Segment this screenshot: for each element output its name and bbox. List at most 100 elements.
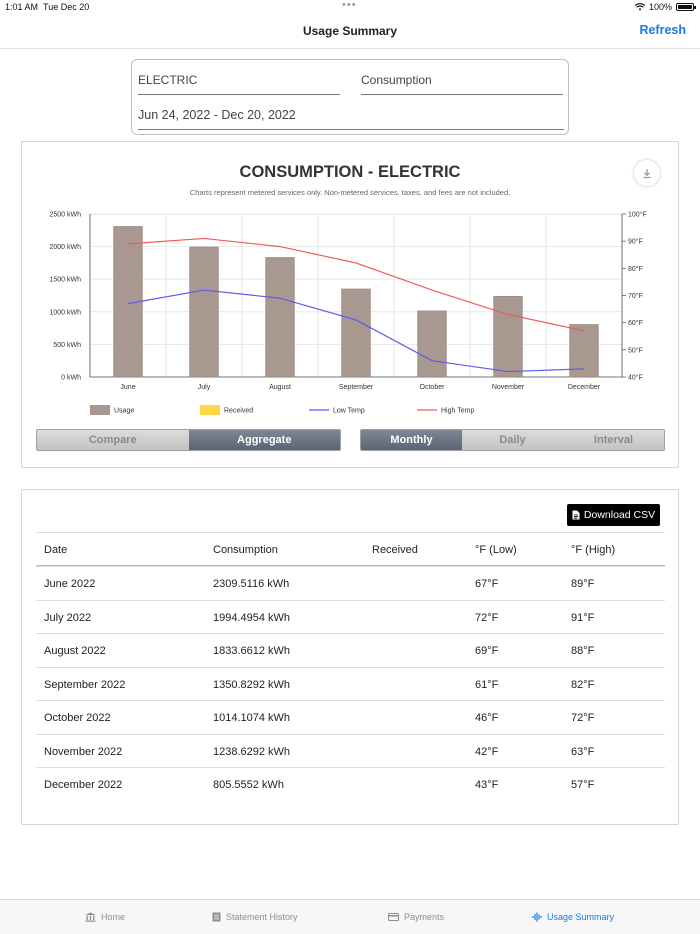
download-icon — [643, 168, 651, 178]
waveform-icon — [532, 912, 542, 922]
daily-toggle[interactable]: Daily — [462, 430, 563, 450]
x-tick-label: September — [339, 384, 374, 391]
tab-payments[interactable]: Payments — [388, 912, 444, 922]
type-select[interactable]: Consumption — [361, 73, 563, 95]
cell-consumption: 1014.1074 kWh — [213, 712, 291, 724]
interval-toggle[interactable]: Interval — [563, 430, 664, 450]
y-tick-left: 2000 kWh — [49, 244, 81, 251]
cell-date: June 2022 — [44, 578, 96, 590]
y-tick-left: 0 kWh — [61, 375, 81, 382]
period-toggle: Monthly Daily Interval — [360, 429, 665, 451]
cell-date: December 2022 — [44, 779, 123, 791]
status-right: 100% — [634, 2, 696, 12]
tab-bar: Home Statement History Payments Usage Su… — [0, 899, 700, 934]
header-received: Received — [372, 544, 418, 556]
usage-bar — [189, 246, 219, 378]
x-tick-label: October — [420, 384, 446, 391]
table-row: August 2022 1833.6612 kWh 69°F 88°F — [36, 633, 665, 667]
header-consumption: Consumption — [213, 544, 278, 556]
y-tick-left: 500 kWh — [53, 342, 81, 349]
bank-icon — [85, 912, 96, 922]
cell-low: 61°F — [475, 678, 499, 691]
refresh-button[interactable]: Refresh — [639, 23, 686, 37]
table-row: September 2022 1350.8292 kWh 61°F 82°F — [36, 666, 665, 701]
cell-consumption: 1833.6612 kWh — [213, 645, 291, 657]
file-icon — [572, 510, 580, 520]
tab-home-label: Home — [101, 912, 126, 922]
aggregate-toggle[interactable]: Aggregate — [188, 430, 340, 450]
legend-swatch — [200, 405, 220, 415]
y-tick-right: 70°F — [628, 292, 643, 300]
download-csv-button[interactable]: Download CSV — [567, 504, 660, 526]
y-tick-left: 1500 kWh — [49, 277, 81, 284]
usage-table: Date Consumption Received °F (Low) °F (H… — [36, 532, 665, 801]
usage-table-card: Download CSV Date Consumption Received °… — [21, 489, 679, 825]
cell-high: 82°F — [571, 678, 595, 691]
chart-subtitle: Charts represent metered services only. … — [189, 188, 511, 197]
y-tick-left: 2500 kWh — [49, 212, 81, 219]
tab-statement-history[interactable]: Statement History — [212, 912, 298, 922]
cell-high: 63°F — [571, 745, 595, 758]
cell-date: August 2022 — [44, 645, 106, 657]
y-tick-left: 1000 kWh — [49, 309, 81, 316]
legend-swatch — [90, 405, 110, 415]
cell-consumption: 1350.8292 kWh — [213, 678, 291, 691]
table-row: October 2022 1014.1074 kWh 46°F 72°F — [36, 700, 665, 734]
cell-consumption: 805.5552 kWh — [213, 779, 284, 791]
legend-label: Usage — [114, 408, 134, 415]
tab-statement-history-label: Statement History — [226, 912, 298, 922]
cell-low: 46°F — [475, 712, 499, 724]
cell-high: 91°F — [571, 611, 595, 624]
compare-toggle[interactable]: Compare — [37, 430, 189, 450]
cell-low: 43°F — [475, 779, 499, 791]
table-row: July 2022 1994.4954 kWh 72°F 91°F — [36, 599, 665, 634]
battery-percent: 100% — [648, 2, 672, 12]
download-csv-label: Download CSV — [583, 509, 656, 521]
table-row: June 2022 2309.5116 kWh 67°F 89°F — [36, 566, 665, 600]
low-temp-line — [127, 289, 585, 373]
x-tick-label: August — [269, 384, 291, 391]
cell-low: 72°F — [475, 611, 499, 624]
usage-bar — [493, 295, 523, 378]
y-tick-right: 40°F — [628, 374, 643, 382]
cell-date: November 2022 — [44, 745, 123, 758]
tab-usage-summary[interactable]: Usage Summary — [532, 912, 614, 922]
filter-card: ELECTRIC Consumption Jun 24, 2022 - Dec … — [131, 59, 569, 135]
table-row: November 2022 1238.6292 kWh 42°F 63°F — [36, 733, 665, 768]
status-bar: 1:01 AM Tue Dec 20 ••• 100% — [0, 0, 700, 14]
cell-consumption: 2309.5116 kWh — [213, 578, 290, 590]
chart-card: CONSUMPTION - ELECTRIC Charts represent … — [21, 141, 679, 468]
x-tick-label: December — [568, 384, 601, 391]
y-tick-right: 90°F — [628, 238, 643, 246]
high-temp-line — [127, 237, 585, 332]
statement-icon — [212, 912, 221, 922]
date-range-field[interactable]: Jun 24, 2022 - Dec 20, 2022 — [138, 108, 564, 130]
usage-bar — [265, 257, 295, 378]
header-high: °F (High) — [571, 544, 616, 556]
cell-high: 88°F — [571, 645, 595, 657]
cell-consumption: 1238.6292 kWh — [213, 745, 291, 758]
legend-label: High Temp — [441, 408, 474, 415]
cell-high: 72°F — [571, 712, 595, 724]
cell-low: 69°F — [475, 645, 499, 657]
mode-toggle: Compare Aggregate — [36, 429, 341, 451]
header-date: Date — [44, 544, 68, 556]
header-low: °F (Low) — [475, 544, 517, 556]
usage-bar — [417, 310, 447, 378]
table-header: Date Consumption Received °F (Low) °F (H… — [36, 532, 665, 566]
chart-title: CONSUMPTION - ELECTRIC — [239, 163, 461, 181]
service-select[interactable]: ELECTRIC — [138, 73, 340, 95]
wifi-icon — [634, 3, 645, 11]
cell-low: 42°F — [475, 745, 499, 758]
monthly-toggle[interactable]: Monthly — [361, 430, 462, 450]
tab-home[interactable]: Home — [85, 912, 125, 922]
battery-icon — [676, 3, 696, 11]
status-time: 1:01 AM Tue Dec 20 — [5, 2, 90, 12]
table-body: June 2022 2309.5116 kWh 67°F 89°F July 2022 1… — [36, 566, 665, 801]
chart-download-button[interactable] — [634, 160, 660, 186]
multitasking-dots[interactable]: ••• — [342, 0, 357, 11]
x-tick-label: July — [198, 384, 211, 391]
navigation-bar: Usage Summary Refresh — [0, 14, 700, 49]
tab-usage-summary-label: Usage Summary — [547, 912, 615, 922]
cell-date: September 2022 — [44, 678, 126, 691]
